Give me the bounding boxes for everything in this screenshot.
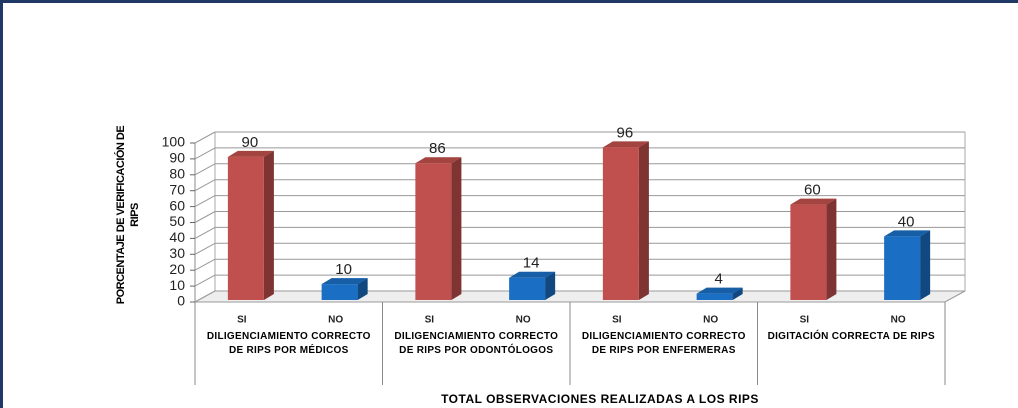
bar-side-shade bbox=[638, 141, 649, 300]
data-label: 96 bbox=[617, 124, 634, 141]
grid-line bbox=[194, 131, 216, 144]
bar bbox=[696, 293, 733, 300]
data-label: 90 bbox=[242, 134, 259, 151]
bar-top bbox=[790, 198, 837, 205]
y-tick-label: 20 bbox=[169, 261, 185, 277]
data-label: 10 bbox=[335, 261, 352, 278]
y-tick-label: 50 bbox=[169, 213, 185, 229]
group-label: DILIGENCIAMIENTO CORRECTO DE RIPS POR MÉ… bbox=[206, 331, 371, 356]
bar-top bbox=[415, 157, 462, 164]
grid-line bbox=[194, 242, 216, 255]
grid-line bbox=[194, 258, 216, 271]
y-tick-label: 100 bbox=[162, 134, 186, 150]
y-tick-label: 30 bbox=[169, 245, 185, 261]
x-tick-label: SI bbox=[612, 315, 622, 326]
bar-side-shade bbox=[451, 157, 462, 300]
grid-line bbox=[194, 147, 216, 160]
y-tick-label: 10 bbox=[169, 277, 185, 293]
bar-side bbox=[357, 278, 368, 300]
y-tick-label: 0 bbox=[177, 293, 185, 309]
y-tick-label: 40 bbox=[169, 229, 185, 245]
group-label: DILIGENCIAMIENTO CORRECTO DE RIPS POR OD… bbox=[394, 331, 559, 356]
bar-top-shade bbox=[790, 198, 837, 205]
bar bbox=[321, 284, 358, 300]
data-label: 14 bbox=[523, 255, 540, 272]
bar bbox=[227, 156, 264, 300]
bar bbox=[602, 147, 639, 300]
bar-side-shade bbox=[732, 287, 743, 300]
bar-side-shade bbox=[920, 230, 931, 300]
bar-top-shade bbox=[227, 150, 274, 157]
bar-side-shade bbox=[826, 198, 837, 300]
data-label: 40 bbox=[898, 213, 915, 230]
bar-top-shade bbox=[696, 287, 743, 294]
bar bbox=[509, 277, 546, 300]
bar-side-shade bbox=[545, 271, 556, 300]
x-tick-label: SI bbox=[425, 315, 435, 326]
bar-side-shade bbox=[357, 278, 368, 300]
y-tick-label: 60 bbox=[169, 197, 185, 213]
bar-side bbox=[263, 150, 274, 300]
grid-line bbox=[194, 195, 216, 208]
y-tick-label: 70 bbox=[169, 181, 185, 197]
bar-side bbox=[638, 141, 649, 300]
bar-top bbox=[321, 278, 368, 285]
data-label: 86 bbox=[429, 140, 446, 157]
x-tick-label: NO bbox=[703, 315, 718, 326]
bar-top-shade bbox=[509, 271, 556, 278]
group-label: DILIGENCIAMIENTO CORRECTO DE RIPS POR EN… bbox=[581, 331, 746, 356]
grid-line bbox=[194, 274, 216, 287]
bar-side bbox=[732, 287, 743, 300]
bar-top-shade bbox=[884, 230, 931, 237]
grid-line bbox=[194, 179, 216, 192]
data-label: 60 bbox=[804, 182, 821, 199]
bar-side bbox=[451, 157, 462, 300]
bar bbox=[415, 163, 452, 300]
x-tick-label: SI bbox=[237, 315, 247, 326]
bar-top bbox=[227, 150, 274, 157]
bar-side bbox=[920, 230, 931, 300]
x-axis-label: TOTAL OBSERVACIONES REALIZADAS A LOS RIP… bbox=[441, 392, 759, 406]
x-tick-label: NO bbox=[328, 315, 343, 326]
grid-line bbox=[194, 226, 216, 239]
bar-top-shade bbox=[602, 141, 649, 148]
bar bbox=[790, 204, 827, 300]
grid-line bbox=[194, 163, 216, 176]
x-tick-label: SI bbox=[800, 315, 810, 326]
bar-side-shade bbox=[263, 150, 274, 300]
bar-top bbox=[884, 230, 931, 237]
bar-top bbox=[602, 141, 649, 148]
bar-top-shade bbox=[415, 157, 462, 164]
bar-side bbox=[545, 271, 556, 300]
x-tick-label: NO bbox=[516, 315, 531, 326]
bar-top bbox=[696, 287, 743, 294]
bar-side bbox=[826, 198, 837, 300]
bar-top bbox=[509, 271, 556, 278]
floor bbox=[194, 290, 966, 303]
grid-line bbox=[194, 211, 216, 223]
y-tick-label: 90 bbox=[169, 150, 185, 166]
bar-top-shade bbox=[321, 278, 368, 285]
data-label: 4 bbox=[714, 271, 722, 288]
y-tick-label: 80 bbox=[169, 166, 185, 182]
x-tick-label: NO bbox=[891, 315, 906, 326]
y-axis-label: PORCENTAJE DE VERIFICACIÓN DE RIPS bbox=[115, 125, 141, 305]
bar bbox=[884, 236, 921, 300]
group-label: DIGITACIÓN CORRECTA DE RIPS bbox=[767, 331, 935, 342]
